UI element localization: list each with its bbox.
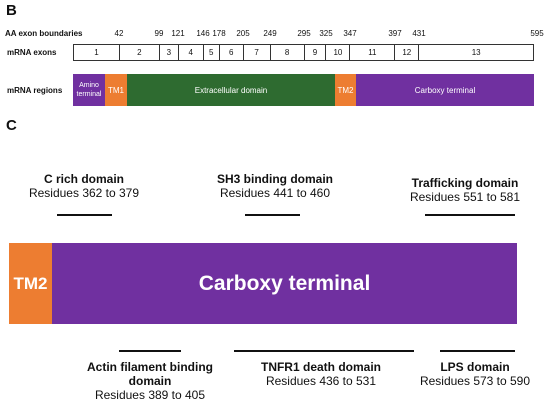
aa-tick: 595	[530, 29, 544, 38]
aa-tick: 295	[297, 29, 311, 38]
exon-box: 5	[202, 44, 220, 61]
domain-residues: Residues 551 to 581	[409, 190, 521, 204]
region-carboxy-terminal: Carboxy terminal	[356, 74, 534, 106]
c-rich-domain: C rich domain Residues 362 to 379	[14, 172, 154, 200]
aa-tick: 249	[263, 29, 277, 38]
aa-tick: 347	[343, 29, 357, 38]
exon-box: 11	[349, 44, 396, 61]
region-tm1: TM1	[105, 74, 127, 106]
aa-tick: 42	[114, 29, 124, 38]
domain-residues: Residues 573 to 590	[419, 374, 531, 388]
domain-title: LPS domain	[440, 360, 510, 374]
aa-tick: 99	[154, 29, 164, 38]
exon-box: 1	[73, 44, 120, 61]
panel-b-label: B	[6, 2, 17, 19]
mrna-exons-label: mRNA exons	[7, 48, 57, 57]
carboxy-terminal-block: Carboxy terminal	[52, 243, 517, 324]
domain-span-line	[234, 350, 414, 352]
exon-box: 13	[418, 44, 535, 61]
exon-box: 2	[118, 44, 160, 61]
panel-c-label: C	[6, 117, 17, 134]
domain-title: C rich domain	[43, 172, 124, 186]
carboxy-terminal-bar: TM2 Carboxy terminal	[9, 243, 517, 324]
domain-span-line	[425, 214, 515, 216]
domain-residues: Residues 389 to 405	[94, 388, 206, 402]
domain-title: SH3 binding domain	[217, 172, 333, 186]
exon-box: 7	[242, 44, 271, 61]
exon-box: 4	[177, 44, 204, 61]
exon-box: 8	[269, 44, 305, 61]
region-tm2: TM2	[335, 74, 356, 106]
tm2-block: TM2	[9, 243, 52, 324]
trafficking-domain: Trafficking domain Residues 551 to 581	[390, 176, 540, 204]
domain-residues: Residues 441 to 460	[219, 186, 331, 200]
domain-span-line	[57, 214, 112, 216]
domain-residues: Residues 362 to 379	[28, 186, 140, 200]
domain-span-line	[119, 350, 181, 352]
aa-tick: 397	[388, 29, 402, 38]
region-track: Amino terminal TM1 Extracellular domain …	[73, 74, 534, 106]
aa-exon-boundaries-label: AA exon boundaries	[5, 29, 83, 38]
exon-box: 10	[325, 44, 351, 61]
exon-track: 1 2 3 4 5 6 7 8 9 10 11 12 13	[73, 44, 535, 61]
actin-filament-binding-domain: Actin filament binding domain Residues 3…	[84, 360, 216, 402]
domain-span-line	[440, 350, 515, 352]
tnfr1-death-domain: TNFR1 death domain Residues 436 to 531	[246, 360, 396, 388]
aa-tick: 205	[236, 29, 250, 38]
domain-title: Actin filament binding domain	[87, 360, 213, 388]
exon-box: 12	[394, 44, 420, 61]
domain-residues: Residues 436 to 531	[265, 374, 377, 388]
aa-tick: 121	[171, 29, 185, 38]
aa-tick: 431	[412, 29, 426, 38]
aa-tick: 325	[319, 29, 333, 38]
exon-box: 6	[218, 44, 244, 61]
domain-span-line	[245, 214, 300, 216]
domain-title: Trafficking domain	[411, 176, 519, 190]
exon-box: 9	[303, 44, 327, 61]
aa-tick: 146	[196, 29, 210, 38]
lps-domain: LPS domain Residues 573 to 590	[405, 360, 545, 388]
region-amino-terminal: Amino terminal	[73, 74, 105, 106]
aa-tick: 178	[212, 29, 226, 38]
domain-title: TNFR1 death domain	[260, 360, 381, 374]
mrna-regions-label: mRNA regions	[7, 86, 63, 95]
region-extracellular-domain: Extracellular domain	[127, 74, 335, 106]
sh3-binding-domain: SH3 binding domain Residues 441 to 460	[200, 172, 350, 200]
exon-box: 3	[158, 44, 179, 61]
